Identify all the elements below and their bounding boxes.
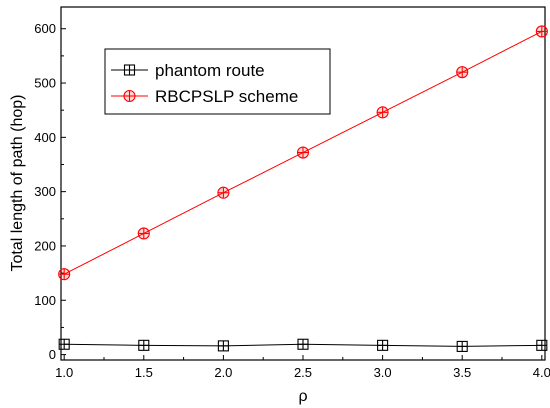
data-point — [217, 186, 230, 199]
data-point — [376, 106, 389, 119]
x-tick-label: 4.0 — [533, 365, 550, 380]
data-point — [137, 227, 150, 240]
x-tick-label: 1.5 — [135, 365, 153, 380]
y-tick-label: 100 — [34, 293, 56, 308]
legend-marker — [123, 64, 136, 76]
y-tick-label: 200 — [34, 238, 56, 253]
x-tick-label: 1.0 — [55, 365, 73, 380]
data-point — [456, 340, 468, 352]
data-point — [138, 339, 150, 351]
data-point — [297, 338, 309, 350]
data-point — [58, 268, 71, 281]
data-point — [456, 66, 469, 79]
x-tick-label: 3.5 — [453, 365, 471, 380]
y-tick-label: 0 — [49, 347, 56, 362]
data-point — [296, 146, 310, 159]
y-tick-label: 300 — [34, 184, 56, 199]
x-axis-label: ρ — [298, 388, 307, 405]
x-axis: 1.0 1.5 2.0 2.5 3.0 3.5 4.0 — [55, 355, 550, 380]
data-point — [217, 340, 229, 352]
y-axis: 0 100 200 300 400 500 600 — [34, 21, 66, 362]
legend-box — [104, 48, 331, 115]
data-point — [535, 25, 548, 38]
series-markers — [58, 25, 548, 352]
data-point — [377, 339, 389, 351]
x-tick-label: 3.0 — [374, 365, 392, 380]
data-point — [536, 339, 548, 351]
y-axis-label: Total length of path (hop) — [9, 94, 26, 271]
x-tick-label: 2.0 — [214, 365, 232, 380]
y-tick-label: 400 — [34, 130, 56, 145]
legend: phantom route RBCPSLP scheme — [104, 48, 331, 115]
x-tick-label: 2.5 — [294, 365, 312, 380]
legend-marker — [123, 89, 136, 103]
y-tick-label: 600 — [34, 21, 56, 36]
y-tick-label: 500 — [34, 76, 56, 91]
data-point — [58, 338, 70, 350]
legend-label: phantom route — [155, 61, 265, 80]
legend-label: RBCPSLP scheme — [155, 87, 298, 106]
